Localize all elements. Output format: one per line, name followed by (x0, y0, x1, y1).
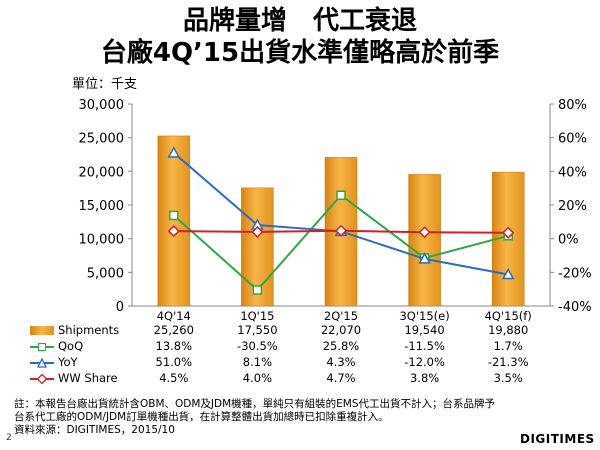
series-name: YoY (58, 355, 78, 369)
left-tick-label: 20,000 (79, 165, 125, 180)
table-cell: 19,540 (404, 323, 445, 337)
right-tick-label: 60% (558, 132, 587, 147)
ww-share-marker (334, 224, 348, 237)
right-tick-label: -20% (558, 266, 592, 281)
table-cell: 17,550 (237, 323, 278, 337)
yoy-legend-key (30, 357, 54, 368)
table-cell: -21.3% (487, 355, 529, 369)
table-row: WW Share 4.5% 4.0% 4.7% 3.8% 3.5% (30, 370, 550, 386)
category-label: 4Q'14 (157, 309, 191, 323)
ww-share-marker (167, 225, 180, 238)
chart-data-table: Shipments 25,260 17,550 22,070 19,540 19,880 Q… (30, 322, 550, 386)
ww-share-marker (251, 225, 264, 238)
table-row: YoY 51.0% 8.1% 4.3% -12.0% -21.3% (30, 354, 550, 370)
series-name: Shipments (58, 323, 120, 337)
yoy-marker (501, 267, 515, 280)
table-cell: 25,260 (153, 323, 194, 337)
ww-share-marker (418, 226, 431, 239)
unit-label: 單位：千支 (72, 77, 138, 92)
yoy-marker (418, 252, 431, 264)
right-tick-label: 40% (558, 165, 587, 180)
table-cell: 3.5% (493, 371, 523, 385)
table-cell: -30.5% (237, 339, 278, 353)
table-cell: 22,070 (320, 323, 362, 337)
table-cell: 25.8% (322, 339, 360, 353)
page-title: 品牌量增 代工衰退 (182, 6, 417, 36)
footnote-line-2: 台系代工廠的ODM/JDM訂單機種出貨，在計算整體出貨加總時已扣除重複計入。 (14, 411, 389, 423)
right-tick-label: -40% (558, 300, 592, 315)
page-number: 2 (6, 433, 12, 443)
table-cell: -12.0% (404, 355, 445, 369)
digitimes-logo: DIGITIMES (520, 432, 595, 446)
footnote-line-1: 註：本報告台廠出貨統計含OBM、ODM及JDM機種，單純只有組裝的EMS代工出貨… (14, 398, 496, 410)
qoq-legend-key (30, 342, 54, 352)
category-label: 1Q'15 (240, 309, 274, 323)
category-label: 2Q'15 (324, 309, 358, 323)
table-cell: 4.7% (326, 371, 356, 385)
series-name: QoQ (58, 339, 84, 353)
table-cell: 1.7% (493, 339, 523, 353)
right-tick-label: 0% (558, 233, 579, 248)
series-name: WW Share (58, 371, 118, 385)
series-label-cell: WW Share (30, 370, 132, 386)
qoq-marker (336, 190, 346, 200)
table-row: QoQ 13.8% -30.5% 25.8% -11.5% 1.7% (30, 338, 550, 354)
left-tick-label: 10,000 (79, 233, 125, 248)
left-tick-label: 5,000 (87, 266, 124, 281)
shipments-bar (408, 174, 441, 307)
shipments-combo-chart: 0 5,000 10,000 15,000 20,000 25,000 30,000 -40%… (79, 98, 592, 323)
qoq-marker (169, 210, 179, 221)
table-cell: 3.8% (409, 371, 440, 385)
right-tick-label: 80% (558, 98, 587, 113)
right-tick-label: 20% (558, 199, 587, 214)
category-label: 3Q'15(e) (399, 309, 449, 323)
table-cell: 4.5% (159, 371, 189, 385)
table-cell: 19,880 (488, 323, 529, 337)
ww-share-marker (502, 226, 515, 239)
category-label: 4Q'15(f) (485, 309, 532, 323)
qoq-marker (252, 285, 263, 295)
table-cell: 4.3% (326, 355, 356, 369)
left-tick-label: 25,000 (79, 132, 125, 147)
left-tick-label: 30,000 (79, 98, 125, 113)
table-cell: 4.0% (242, 371, 272, 385)
table-row: Shipments 25,260 17,550 22,070 19,540 19,880 (30, 322, 550, 338)
series-label-cell: Shipments (30, 322, 132, 338)
left-tick-label: 0 (116, 300, 124, 315)
yoy-marker (167, 146, 181, 158)
shipments-bar (157, 135, 191, 307)
series-label-cell: QoQ (30, 338, 132, 354)
table-cell: -11.5% (404, 339, 445, 353)
table-cell: 51.0% (155, 355, 193, 369)
source-line: 資料來源：DIGITIMES，2015/10 (14, 424, 175, 436)
series-label-cell: YoY (30, 354, 132, 370)
table-cell: 8.1% (242, 355, 272, 369)
wwshare-legend-key (30, 373, 54, 384)
footnote: 註：本報告台廠出貨統計含OBM、ODM及JDM機種，單純只有組裝的EMS代工出貨… (14, 398, 574, 437)
left-tick-label: 15,000 (79, 199, 125, 214)
table-cell: 13.8% (155, 339, 193, 353)
shipments-legend-key (30, 326, 54, 335)
page-subtitle: 台廠4Q’15出貨水準僅略高於前季 (100, 38, 500, 68)
